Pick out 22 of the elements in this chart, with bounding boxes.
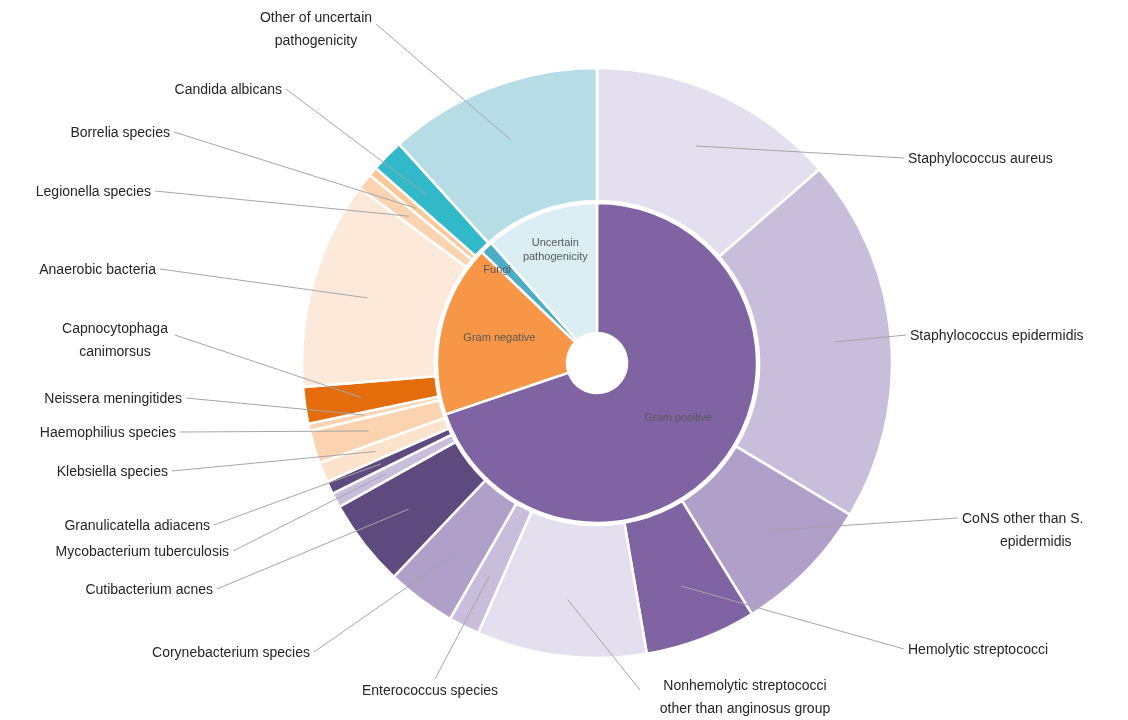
slice-label: Staphylococcus epidermidis [910,327,1084,343]
slice-label: Candida albicans [174,81,282,97]
slice-label: Capnocytophaga canimorsus [62,320,169,359]
slice-label: Corynebacterium species [152,644,310,660]
slice-label: Legionella species [35,183,151,199]
slice-label: Klebsiella species [56,463,168,479]
slice-label: Nonhemolytic streptococci other than anginosus group [659,677,831,716]
slice-label: Uncertain pathogenicity [522,235,589,262]
slice-label: Enterococcus species [361,682,499,698]
slice-label: Staphylococcus aureus [908,150,1053,166]
slice-label: Gram negative [463,331,536,344]
slice-label: Granulicatella adiacens [64,517,210,533]
slice-label: Cutibacterium acnes [85,581,213,597]
slice-label: Mycobacterium tuberculosis [55,543,229,559]
slice-label: CoNS other than S. epidermidis [962,510,1084,549]
slice-label: Borrelia species [70,124,170,140]
slice-label: Hemolytic streptococci [908,641,1049,657]
slice-label: Neissera meningitides [44,390,182,406]
slice-label: Haemophilius species [39,424,176,440]
slice-label: Anaerobic bacteria [39,261,157,277]
slice-label: Other of uncertain pathogenicity [259,9,373,48]
slice-label: Gram positive [644,411,713,424]
